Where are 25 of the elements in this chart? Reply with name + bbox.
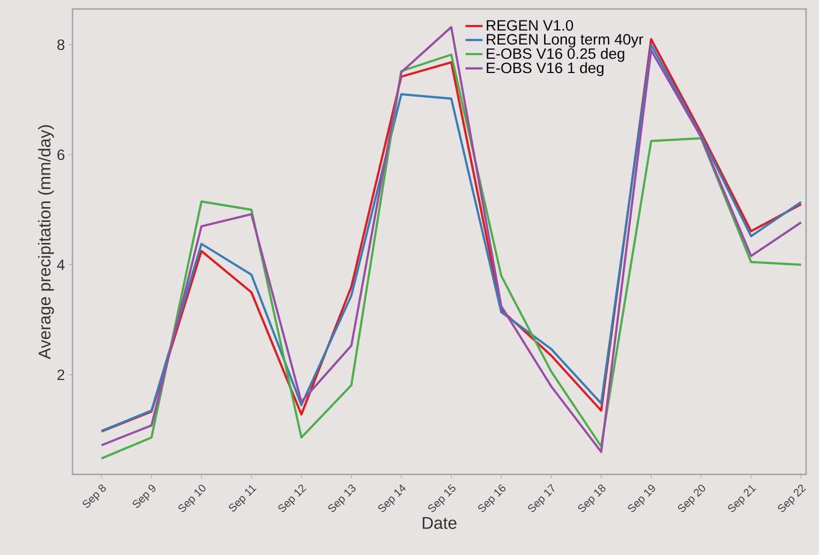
x-tick-label: Sep 11 — [228, 485, 256, 512]
x-tick-label: Sep 21 — [728, 485, 756, 512]
x-tick-label: Sep 20 — [678, 484, 706, 512]
x-tick-label: Sep 12 — [278, 484, 306, 512]
x-axis-title: Date — [422, 517, 456, 529]
x-tick-label: Sep 14 — [378, 484, 406, 512]
x-tick-label: Sep 15 — [428, 484, 456, 512]
legend-label: E-OBS V16 0.25 deg — [486, 48, 624, 62]
x-tick-label: Sep 17 — [528, 484, 554, 512]
legend-label: REGEN V1.0 — [486, 20, 574, 31]
y-tick-label: 4 — [57, 260, 65, 270]
legend-label: REGEN Long term 40yr — [486, 34, 644, 48]
x-tick-label: Sep 13 — [328, 484, 356, 512]
x-tick-label: Sep 16 — [478, 484, 506, 512]
x-tick-label: Sep 19 — [628, 484, 656, 512]
x-tick-label: Sep 10 — [178, 484, 206, 512]
y-tick-label: 8 — [57, 39, 64, 50]
x-tick-label: Sep 9 — [132, 484, 156, 508]
legend-label: E-OBS V16 1 deg — [486, 62, 604, 76]
y-tick-label: 6 — [57, 149, 64, 160]
x-tick-label: Sep 8 — [82, 484, 106, 508]
x-tick-label: Sep 18 — [578, 484, 606, 512]
x-tick-label: Sep 22 — [778, 484, 806, 512]
y-tick-label: 2 — [57, 370, 64, 380]
y-axis-title: Average precipitation (mm/day) — [38, 125, 54, 360]
